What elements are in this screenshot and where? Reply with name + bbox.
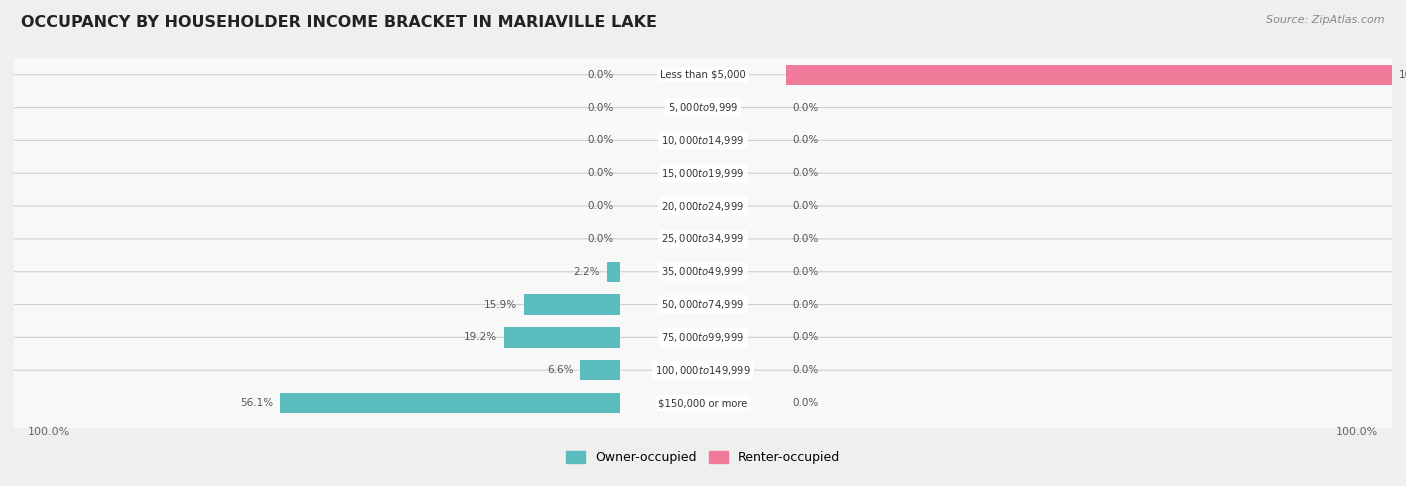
Text: 0.0%: 0.0%	[588, 136, 613, 145]
Text: 19.2%: 19.2%	[464, 332, 498, 343]
Text: $75,000 to $99,999: $75,000 to $99,999	[661, 331, 745, 344]
Text: 2.2%: 2.2%	[574, 267, 600, 277]
Text: 15.9%: 15.9%	[484, 299, 517, 310]
Text: 0.0%: 0.0%	[588, 103, 613, 113]
Text: $10,000 to $14,999: $10,000 to $14,999	[661, 134, 745, 147]
FancyBboxPatch shape	[11, 305, 1395, 370]
Bar	[503, 327, 620, 347]
Bar	[581, 360, 620, 381]
Text: Less than $5,000: Less than $5,000	[661, 69, 745, 80]
Text: Source: ZipAtlas.com: Source: ZipAtlas.com	[1267, 15, 1385, 25]
Text: $35,000 to $49,999: $35,000 to $49,999	[661, 265, 745, 278]
FancyBboxPatch shape	[11, 107, 1395, 173]
Bar	[524, 295, 620, 315]
Text: $15,000 to $19,999: $15,000 to $19,999	[661, 167, 745, 180]
Text: $100,000 to $149,999: $100,000 to $149,999	[655, 364, 751, 377]
Text: OCCUPANCY BY HOUSEHOLDER INCOME BRACKET IN MARIAVILLE LAKE: OCCUPANCY BY HOUSEHOLDER INCOME BRACKET …	[21, 15, 657, 30]
Bar	[786, 65, 1392, 85]
Text: $150,000 or more: $150,000 or more	[658, 398, 748, 408]
FancyBboxPatch shape	[11, 140, 1395, 206]
Legend: Owner-occupied, Renter-occupied: Owner-occupied, Renter-occupied	[561, 446, 845, 469]
Text: 0.0%: 0.0%	[588, 234, 613, 244]
Text: $5,000 to $9,999: $5,000 to $9,999	[668, 101, 738, 114]
Text: 0.0%: 0.0%	[793, 299, 818, 310]
Text: 100.0%: 100.0%	[1336, 427, 1378, 437]
Text: $20,000 to $24,999: $20,000 to $24,999	[661, 200, 745, 212]
Bar	[607, 261, 620, 282]
Text: 56.1%: 56.1%	[240, 398, 273, 408]
Text: 100.0%: 100.0%	[28, 427, 70, 437]
Text: $25,000 to $34,999: $25,000 to $34,999	[661, 232, 745, 245]
Text: $50,000 to $74,999: $50,000 to $74,999	[661, 298, 745, 311]
Text: 0.0%: 0.0%	[588, 168, 613, 178]
Text: 0.0%: 0.0%	[793, 267, 818, 277]
FancyBboxPatch shape	[11, 75, 1395, 140]
Text: 0.0%: 0.0%	[588, 69, 613, 80]
Text: 0.0%: 0.0%	[793, 398, 818, 408]
Text: 0.0%: 0.0%	[793, 365, 818, 375]
FancyBboxPatch shape	[11, 239, 1395, 305]
Text: 6.6%: 6.6%	[547, 365, 574, 375]
FancyBboxPatch shape	[11, 42, 1395, 107]
FancyBboxPatch shape	[11, 173, 1395, 239]
Text: 0.0%: 0.0%	[588, 201, 613, 211]
FancyBboxPatch shape	[11, 206, 1395, 272]
Text: 0.0%: 0.0%	[793, 332, 818, 343]
FancyBboxPatch shape	[11, 337, 1395, 403]
Text: 0.0%: 0.0%	[793, 168, 818, 178]
Text: 0.0%: 0.0%	[793, 103, 818, 113]
Text: 100.0%: 100.0%	[1399, 69, 1406, 80]
Text: 0.0%: 0.0%	[793, 201, 818, 211]
Text: 0.0%: 0.0%	[793, 234, 818, 244]
Bar	[280, 393, 620, 413]
Text: 0.0%: 0.0%	[793, 136, 818, 145]
FancyBboxPatch shape	[11, 272, 1395, 337]
FancyBboxPatch shape	[11, 370, 1395, 436]
